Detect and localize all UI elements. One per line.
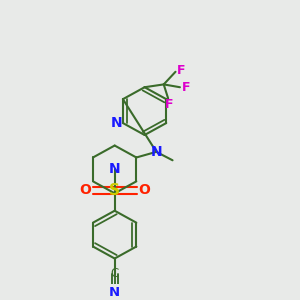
- Text: F: F: [182, 81, 190, 94]
- Text: N: N: [109, 286, 120, 299]
- Text: O: O: [79, 184, 91, 197]
- Text: N: N: [151, 145, 162, 159]
- Text: N: N: [109, 162, 121, 176]
- Text: F: F: [165, 98, 174, 111]
- Text: S: S: [109, 183, 120, 198]
- Text: O: O: [138, 184, 150, 197]
- Text: C: C: [110, 268, 119, 281]
- Text: F: F: [177, 64, 185, 77]
- Text: N: N: [111, 116, 122, 130]
